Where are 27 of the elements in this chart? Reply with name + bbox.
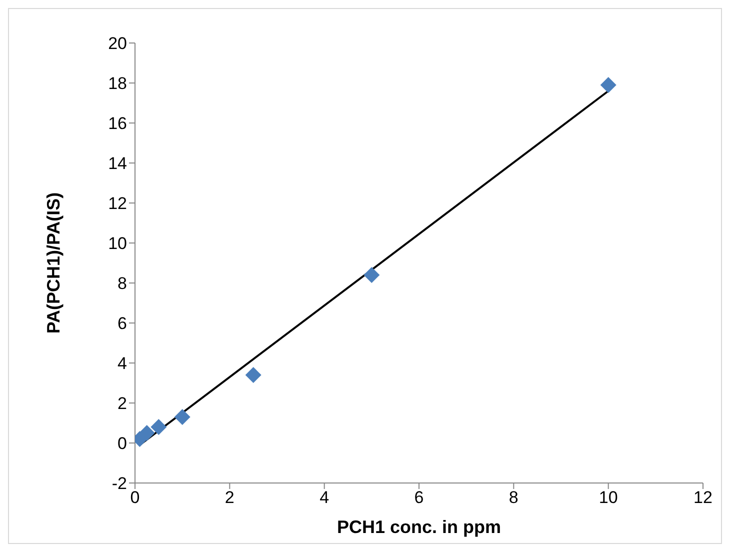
- x-tick-label: 4: [320, 488, 330, 508]
- y-tick-label: 20: [108, 34, 127, 54]
- y-tick-label: 2: [118, 394, 127, 414]
- point: [364, 267, 380, 283]
- y-tick-label: 0: [118, 434, 127, 454]
- point: [150, 419, 167, 435]
- x-tick-label: 6: [414, 488, 424, 508]
- y-tick-label: 4: [118, 354, 127, 374]
- x-tick-label: 12: [694, 488, 712, 508]
- y-tick-label: 14: [108, 154, 127, 174]
- x-axis-title: PCH1 conc. in ppm: [336, 517, 502, 537]
- y-tick-label: 6: [118, 314, 127, 334]
- point: [174, 409, 190, 425]
- y-axis-title: PA(PCH1)/PA(IS): [43, 192, 64, 334]
- y-tick-label: 10: [108, 234, 127, 254]
- y-tick-label: 12: [108, 194, 127, 214]
- x-tick-label: 2: [224, 488, 234, 508]
- y-tick-label: 16: [108, 114, 127, 134]
- x-tick-label: 8: [508, 488, 518, 508]
- y-tick-label: 18: [108, 74, 127, 94]
- point: [138, 425, 155, 441]
- y-tick-label: -2: [112, 474, 127, 494]
- point: [245, 367, 262, 383]
- y-tick-label: 8: [118, 274, 127, 294]
- point: [600, 77, 616, 93]
- x-tick-label: 10: [598, 488, 618, 508]
- x-tick-label: 0: [130, 488, 140, 508]
